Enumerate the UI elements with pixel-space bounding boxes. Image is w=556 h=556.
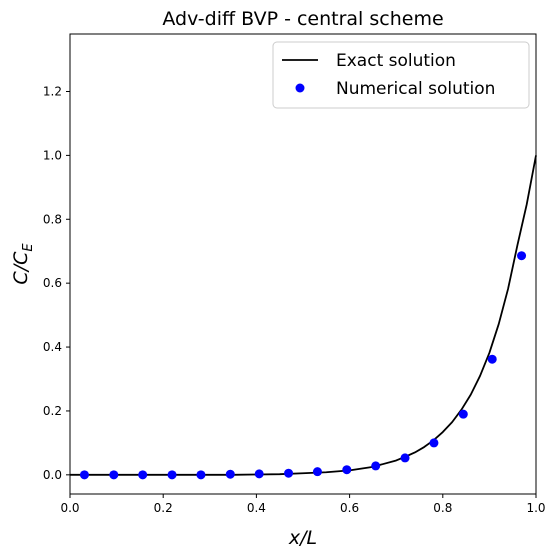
numerical-point-2 — [138, 470, 148, 480]
numerical-point-11 — [400, 453, 410, 463]
y-tick-label-0: 0.0 — [43, 468, 62, 482]
y-axis: 0.0 0.2 0.4 0.6 0.8 1.0 1.2 — [43, 85, 70, 482]
y-tick-label-3: 0.6 — [43, 276, 62, 290]
y-tick-label-5: 1.0 — [43, 148, 62, 162]
x-axis-label: x/L — [288, 527, 317, 549]
y-axis-label-subscript: E — [21, 243, 36, 252]
axes-frame — [69, 33, 537, 495]
x-tick-label-3: 0.6 — [340, 501, 359, 515]
series-line-exact-solution — [70, 155, 537, 476]
numerical-point-5 — [225, 469, 235, 479]
numerical-point-14 — [487, 354, 497, 364]
legend-exact-label: Exact solution — [336, 51, 456, 71]
numerical-point-7 — [284, 468, 294, 478]
y-axis-label-main: C/C — [10, 251, 32, 285]
y-axis-label: C/CE — [10, 243, 36, 285]
numerical-point-8 — [312, 467, 322, 477]
numerical-point-15 — [517, 251, 527, 261]
numerical-point-0 — [79, 470, 89, 480]
numerical-point-10 — [371, 461, 381, 471]
chart-title: Adv-diff BVP - central scheme — [162, 8, 443, 30]
numerical-point-13 — [458, 409, 468, 419]
y-tick-label-6: 1.2 — [43, 85, 62, 99]
x-axis: 0.0 0.2 0.4 0.6 0.8 1.0 — [60, 494, 546, 515]
legend-numerical-swatch — [295, 83, 305, 93]
legend: Exact solution Numerical solution — [272, 41, 530, 109]
numerical-point-6 — [254, 469, 264, 479]
y-tick-label-4: 0.8 — [43, 212, 62, 226]
numerical-point-4 — [196, 470, 206, 480]
legend-box — [272, 41, 530, 109]
legend-numerical-label: Numerical solution — [336, 79, 495, 99]
plot-area — [70, 155, 537, 480]
x-tick-label-4: 0.8 — [433, 501, 452, 515]
x-tick-label-0: 0.0 — [60, 501, 79, 515]
x-tick-label-1: 0.2 — [154, 501, 173, 515]
numerical-point-3 — [167, 470, 177, 480]
numerical-point-1 — [109, 470, 119, 480]
y-tick-label-1: 0.2 — [43, 404, 62, 418]
numerical-point-9 — [342, 465, 352, 475]
x-tick-label-5: 1.0 — [526, 501, 545, 515]
x-tick-label-2: 0.4 — [247, 501, 266, 515]
y-tick-label-2: 0.4 — [43, 340, 62, 354]
numerical-point-12 — [429, 438, 439, 448]
